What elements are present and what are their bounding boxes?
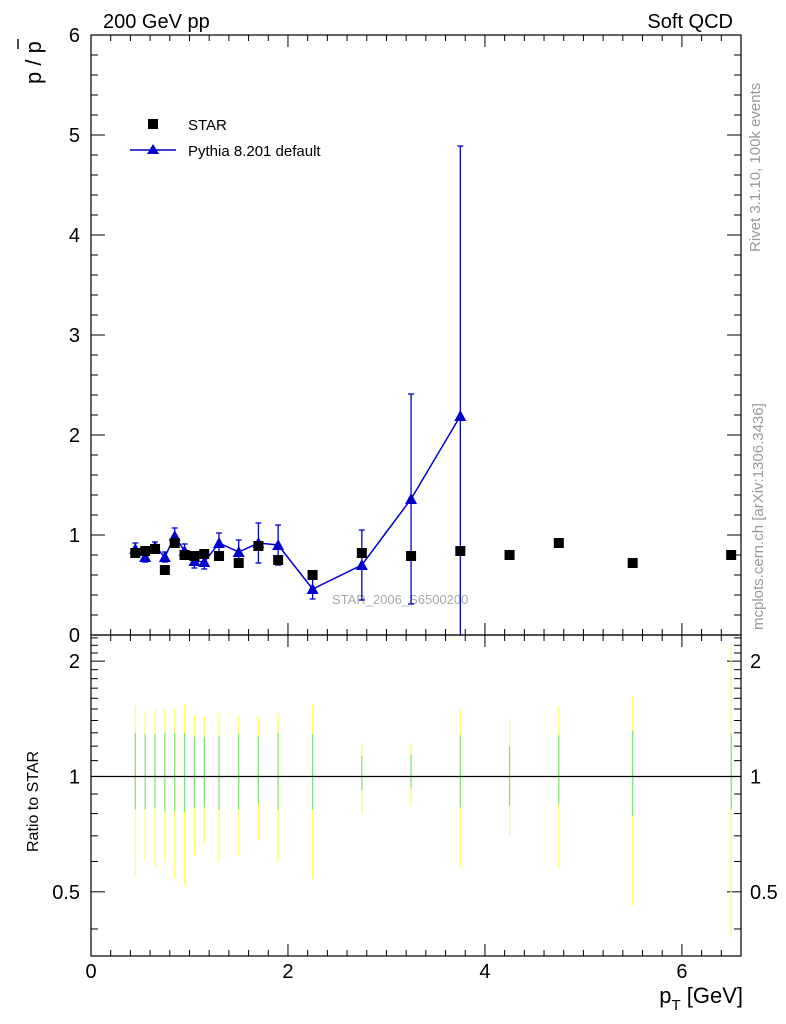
pythia-point	[213, 537, 226, 548]
main-panel-ticks	[90, 34, 742, 636]
x-tick-label: 6	[676, 961, 687, 983]
svg-text:p / p: p / p	[21, 41, 46, 84]
source-label: mcplots.cern.ch [arXiv:1306.3436]	[750, 403, 767, 630]
pythia-point	[405, 493, 418, 504]
rivet-version-label: Rivet 3.1.10, 100k events	[747, 83, 764, 252]
ratio-bands	[134, 645, 732, 938]
ratio-panel-frame	[90, 634, 742, 957]
star-point	[307, 570, 318, 580]
y-tick-label: 5	[69, 125, 80, 147]
pythia-point	[158, 551, 171, 562]
star-point	[199, 549, 210, 559]
y-tick-label-right: 0.5	[750, 882, 778, 904]
star-point	[627, 558, 638, 568]
star-point	[726, 550, 737, 560]
y-axis-label-main: p / p	[17, 39, 46, 84]
header-right: Soft QCD	[647, 11, 733, 33]
pythia-point	[139, 551, 152, 562]
y-tick-label: 4	[69, 225, 80, 247]
x-axis-label: pT [GeV]	[659, 983, 743, 1014]
star-point	[455, 546, 466, 556]
star-point	[406, 551, 417, 561]
y-tick-label: 2	[69, 425, 80, 447]
star-point	[159, 565, 170, 575]
pythia-series	[129, 145, 467, 635]
star-point	[553, 538, 564, 548]
star-point	[169, 538, 180, 548]
star-point	[253, 541, 264, 551]
ratio-y-tick-labels: 0.5 0.5 1 1 2 2	[52, 651, 778, 904]
analysis-watermark: STAR_2006_S6500200	[332, 592, 468, 607]
y-tick-label: 6	[69, 25, 80, 47]
pythia-point	[272, 539, 285, 550]
header-left: 200 GeV pp	[103, 11, 210, 33]
y-tick-label: 0	[69, 625, 80, 647]
x-tick-labels: 0 2 4 6	[85, 961, 687, 983]
pythia-point	[355, 559, 368, 570]
y-axis-label-ratio: Ratio to STAR	[25, 751, 42, 852]
pythia-point	[454, 410, 467, 421]
pythia-point	[198, 556, 211, 567]
star-point	[504, 550, 515, 560]
star-point	[233, 558, 244, 568]
y-tick-label-right: 1	[750, 766, 761, 788]
star-point	[179, 550, 190, 560]
main-y-tick-labels: 0 1 2 3 4 5 6	[69, 25, 80, 647]
x-tick-label: 4	[479, 961, 490, 983]
x-tick-label: 2	[282, 961, 293, 983]
y-tick-label: 1	[69, 525, 80, 547]
y-tick-label: 2	[69, 651, 80, 673]
legend-star-marker	[148, 119, 158, 129]
ratio-panel-ticks	[90, 635, 742, 956]
legend-pythia-label: Pythia 8.201 default	[188, 143, 321, 160]
star-point	[130, 548, 141, 558]
star-series	[130, 538, 737, 580]
legend-pythia-marker	[147, 144, 159, 154]
pythia-point	[232, 546, 245, 557]
star-point	[140, 546, 151, 556]
y-tick-label: 0.5	[52, 882, 80, 904]
star-point	[189, 551, 200, 561]
x-tick-label: 0	[85, 961, 96, 983]
y-tick-label: 3	[69, 325, 80, 347]
legend: STAR Pythia 8.201 default	[130, 117, 321, 160]
pythia-point	[306, 583, 319, 594]
star-point	[356, 548, 367, 558]
legend-star-label: STAR	[188, 117, 227, 134]
y-tick-label: 1	[69, 766, 80, 788]
y-tick-label-right: 2	[750, 651, 761, 673]
star-point	[150, 544, 161, 554]
star-point	[273, 555, 284, 565]
star-point	[214, 551, 225, 561]
